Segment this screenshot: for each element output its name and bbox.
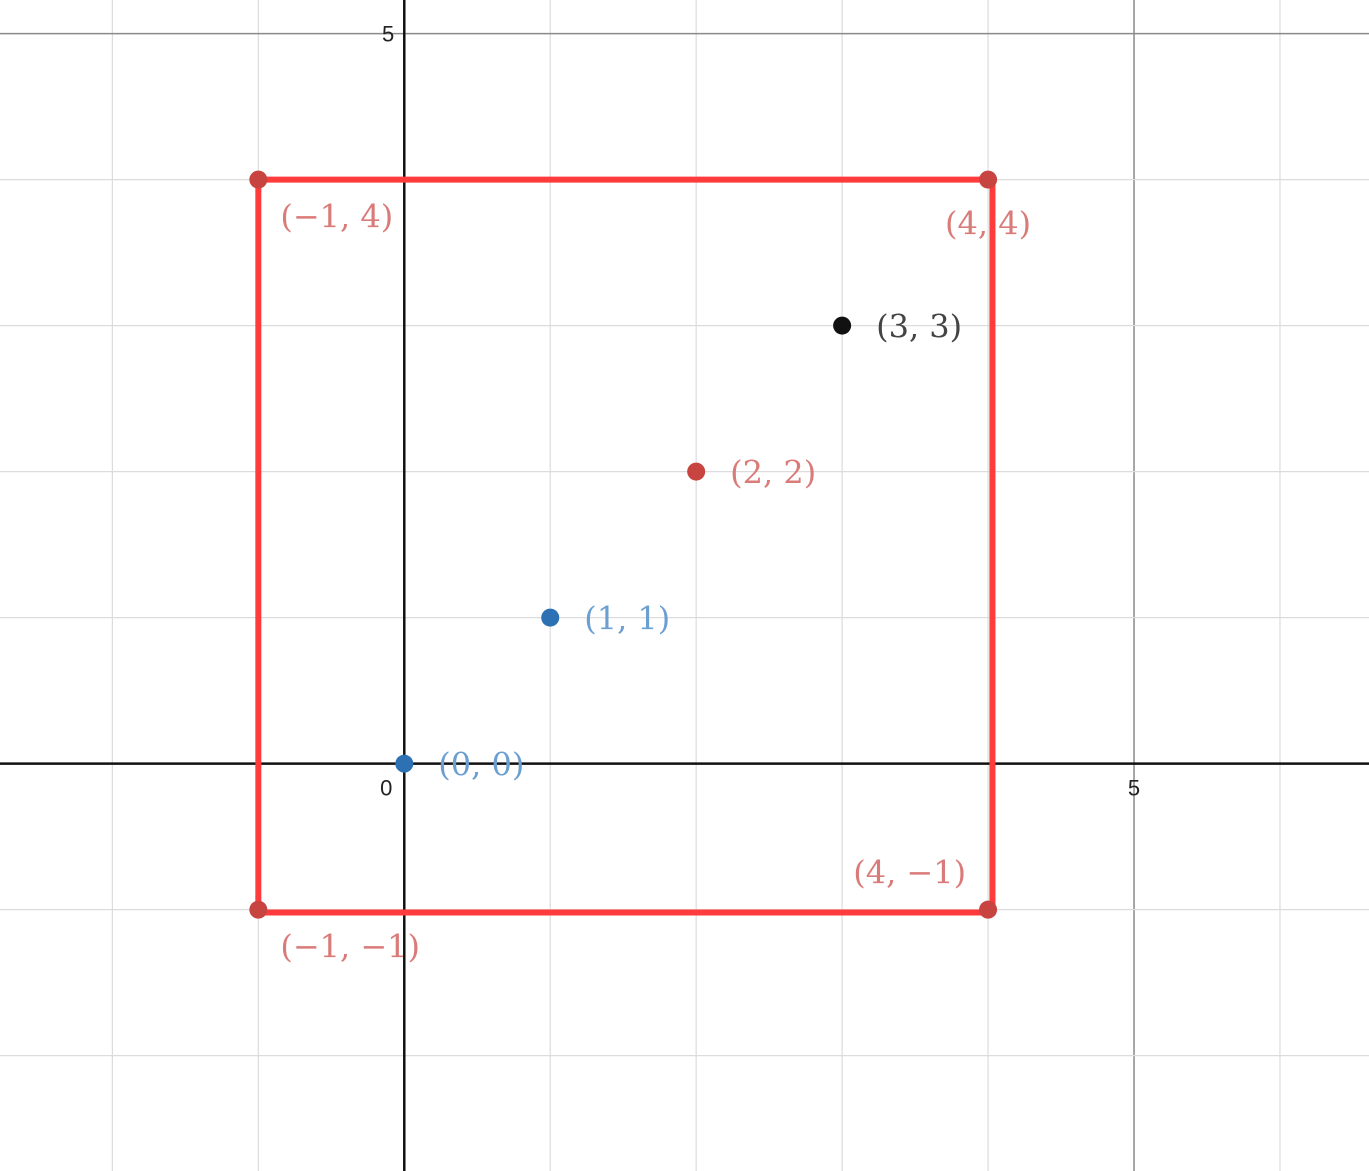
data-point — [979, 900, 998, 919]
data-point — [395, 754, 414, 773]
data-point — [249, 170, 268, 189]
data-point — [541, 608, 560, 627]
point-label: (2, 2) — [730, 454, 816, 492]
rectangle-polygon — [255, 176, 996, 916]
point-label: (0, 0) — [438, 746, 524, 784]
point-label: (4, −1) — [853, 854, 966, 892]
data-point — [833, 316, 852, 335]
point-label: (4, 4) — [945, 205, 1031, 243]
point-label: (3, 3) — [876, 308, 962, 346]
y-tick-label: 5 — [382, 22, 394, 47]
point-label: (1, 1) — [584, 600, 670, 638]
data-point — [249, 900, 268, 919]
point-label: (−1, 4) — [280, 198, 393, 236]
x-tick-label: 0 — [380, 776, 392, 801]
point-label: (−1, −1) — [280, 928, 420, 966]
data-point — [687, 462, 706, 481]
x-tick-label: 5 — [1128, 776, 1140, 801]
data-point — [979, 170, 998, 189]
